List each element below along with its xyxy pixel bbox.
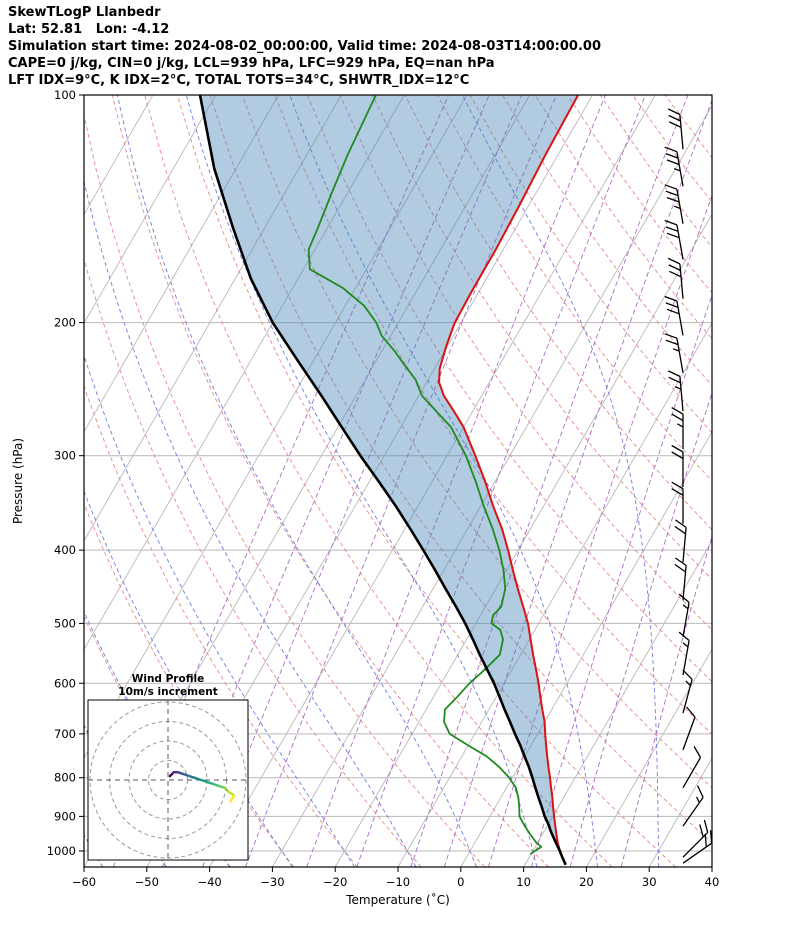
y-axis-label: Pressure (hPa) (11, 438, 25, 524)
wind-barb (675, 520, 686, 562)
x-tick-label: −30 (260, 875, 284, 889)
y-tick-label: 500 (54, 616, 76, 630)
dry-adiabat-line (535, 95, 794, 867)
x-axis-label: Temperature (˚C) (345, 892, 450, 907)
y-tick-label: 700 (54, 727, 76, 741)
wind-barb (683, 820, 708, 857)
wind-barb (668, 258, 683, 298)
hodograph-inset (88, 700, 248, 860)
x-tick-label: −50 (135, 875, 159, 889)
mixing-ratio-line (570, 95, 794, 867)
wind-barb (683, 707, 695, 750)
x-tick-label: 40 (705, 875, 720, 889)
wind-barb (679, 594, 689, 637)
y-tick-label: 400 (54, 543, 76, 557)
wind-barb (665, 147, 683, 186)
y-tick-label: 900 (54, 809, 76, 823)
wind-barb (665, 185, 683, 224)
y-tick-label: 1000 (47, 844, 76, 858)
hodograph-title: Wind Profile (132, 673, 204, 685)
isotherm-line (649, 95, 794, 867)
x-tick-label: 30 (642, 875, 657, 889)
chart-render-layer: 1002003004005006007008009001000−60−50−40… (0, 88, 794, 889)
wind-barb (672, 446, 683, 488)
chart-latlon: Lat: 52.81 Lon: -4.12 (8, 22, 169, 37)
cape-shading (200, 95, 578, 851)
wind-barb (683, 830, 712, 863)
isotherm-line (586, 95, 794, 867)
y-tick-label: 800 (54, 771, 76, 785)
wind-barb (672, 408, 683, 450)
isotherm-line (524, 95, 794, 867)
chart-valid-times: Simulation start time: 2024-08-02_00:00:… (8, 39, 601, 54)
moist-adiabat-line (720, 95, 747, 867)
wind-barb (668, 109, 683, 149)
chart-title: SkewTLogP Llanbedr (8, 5, 161, 20)
y-tick-label: 300 (54, 449, 76, 463)
x-tick-label: −60 (72, 875, 96, 889)
chart-indices-line1: CAPE=0 j/kg, CIN=0 j/kg, LCL=939 hPa, LF… (8, 56, 495, 71)
isotherm-line (712, 95, 794, 867)
wind-barb (679, 632, 689, 675)
wind-barb (675, 558, 686, 600)
wind-barb (683, 746, 701, 788)
y-tick-label: 600 (54, 676, 76, 690)
shaded-area (200, 95, 578, 851)
x-tick-label: −10 (386, 875, 410, 889)
x-tick-label: 20 (579, 875, 594, 889)
x-tick-label: −20 (323, 875, 347, 889)
wind-barb (665, 334, 683, 373)
x-tick-label: 10 (516, 875, 531, 889)
x-tick-label: 0 (457, 875, 464, 889)
x-tick-label: −40 (197, 875, 221, 889)
chart-indices-line2: LFT IDX=9°C, K IDX=2°C, TOTAL TOTS=34°C,… (8, 73, 469, 88)
hodograph-subtitle: 10m/s increment (118, 686, 217, 698)
y-tick-label: 200 (54, 316, 76, 330)
y-tick-label: 100 (54, 88, 76, 102)
